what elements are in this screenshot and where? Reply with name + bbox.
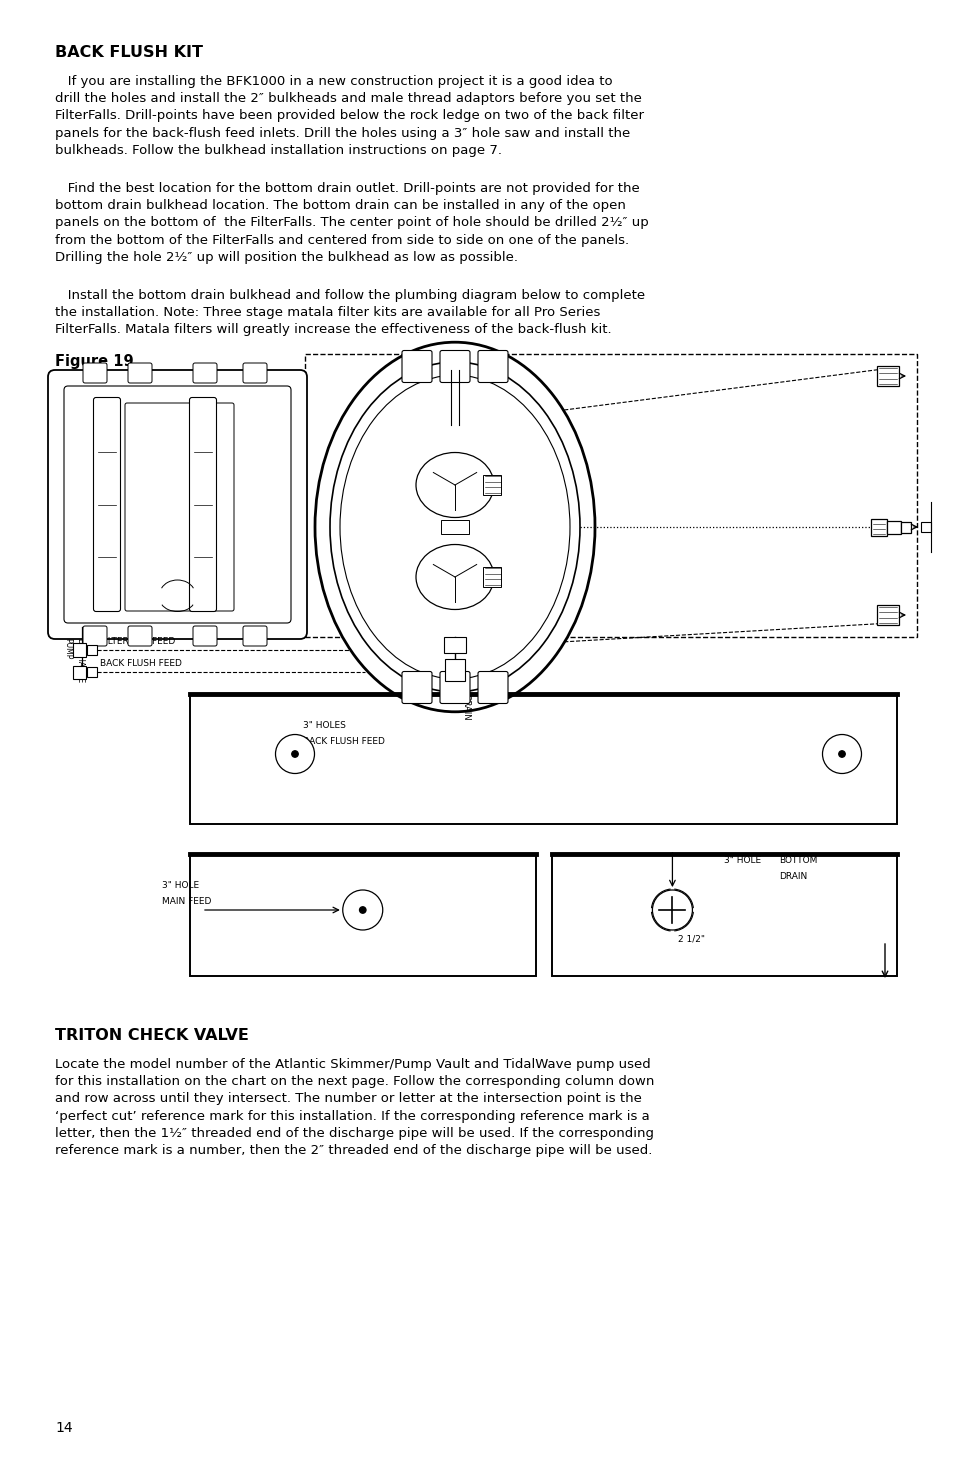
Text: DRAIN: DRAIN xyxy=(460,693,470,720)
Text: BACK FLUSH FEED: BACK FLUSH FEED xyxy=(100,659,182,668)
Text: BOTTOM: BOTTOM xyxy=(779,855,817,864)
Bar xyxy=(482,475,500,496)
Circle shape xyxy=(838,751,844,757)
FancyBboxPatch shape xyxy=(93,397,120,612)
Circle shape xyxy=(652,889,692,931)
FancyBboxPatch shape xyxy=(193,625,216,646)
Ellipse shape xyxy=(339,375,569,678)
Text: TRITON CHECK VALVE: TRITON CHECK VALVE xyxy=(55,1028,249,1043)
Text: 3" HOLES: 3" HOLES xyxy=(303,721,346,730)
Bar xyxy=(886,521,900,534)
Bar xyxy=(920,522,930,532)
FancyBboxPatch shape xyxy=(477,671,507,704)
FancyBboxPatch shape xyxy=(128,363,152,384)
FancyBboxPatch shape xyxy=(83,625,107,646)
FancyBboxPatch shape xyxy=(64,386,291,622)
Text: Install the bottom drain bulkhead and follow the plumbing diagram below to compl: Install the bottom drain bulkhead and fo… xyxy=(55,289,644,336)
FancyBboxPatch shape xyxy=(243,625,267,646)
FancyBboxPatch shape xyxy=(83,363,107,384)
Bar xyxy=(443,637,465,653)
FancyBboxPatch shape xyxy=(243,363,267,384)
Text: DRAIN: DRAIN xyxy=(779,872,806,881)
Circle shape xyxy=(275,735,314,773)
FancyBboxPatch shape xyxy=(401,671,432,704)
Ellipse shape xyxy=(416,544,494,609)
Text: BACK FLUSH FEED: BACK FLUSH FEED xyxy=(303,738,384,746)
Text: 3" HOLE: 3" HOLE xyxy=(723,855,760,864)
Bar xyxy=(73,665,86,678)
Ellipse shape xyxy=(330,361,579,692)
Text: 2 1/2": 2 1/2" xyxy=(678,934,704,943)
Ellipse shape xyxy=(314,342,595,712)
Circle shape xyxy=(342,889,382,931)
Text: BACK FLUSH KIT: BACK FLUSH KIT xyxy=(55,46,203,60)
Text: FILTERFALL FEED: FILTERFALL FEED xyxy=(100,637,175,646)
Text: MAIN FEED: MAIN FEED xyxy=(162,897,212,906)
FancyBboxPatch shape xyxy=(193,363,216,384)
Circle shape xyxy=(359,907,366,913)
Circle shape xyxy=(292,751,298,757)
Bar xyxy=(876,605,898,625)
Text: Find the best location for the bottom drain outlet. Drill-points are not provide: Find the best location for the bottom dr… xyxy=(55,181,648,264)
Circle shape xyxy=(821,735,861,773)
Bar xyxy=(876,366,898,386)
Text: PUMP: PUMP xyxy=(63,639,71,659)
FancyBboxPatch shape xyxy=(48,370,307,639)
Bar xyxy=(482,566,500,587)
Bar xyxy=(190,695,896,825)
Text: Figure 19.: Figure 19. xyxy=(55,354,139,369)
FancyBboxPatch shape xyxy=(439,351,470,382)
Bar xyxy=(900,522,910,532)
Text: 3" HOLE: 3" HOLE xyxy=(162,881,199,889)
FancyBboxPatch shape xyxy=(477,351,507,382)
FancyBboxPatch shape xyxy=(401,351,432,382)
FancyBboxPatch shape xyxy=(125,403,233,611)
Ellipse shape xyxy=(416,453,494,518)
Text: 14: 14 xyxy=(55,1420,72,1435)
Bar xyxy=(440,521,469,534)
Bar xyxy=(87,645,97,655)
Bar xyxy=(551,854,896,976)
Bar xyxy=(190,854,535,976)
Bar xyxy=(305,354,916,637)
Text: DISCHARGE: DISCHARGE xyxy=(75,639,84,683)
FancyBboxPatch shape xyxy=(128,625,152,646)
Bar xyxy=(870,519,886,535)
FancyBboxPatch shape xyxy=(439,671,470,704)
Bar xyxy=(87,667,97,677)
Text: If you are installing the BFK1000 in a new construction project it is a good ide: If you are installing the BFK1000 in a n… xyxy=(55,75,643,156)
Bar xyxy=(73,643,86,656)
Text: Locate the model number of the Atlantic Skimmer/Pump Vault and TidalWave pump us: Locate the model number of the Atlantic … xyxy=(55,1058,654,1156)
FancyBboxPatch shape xyxy=(190,397,216,612)
Bar xyxy=(444,659,464,681)
